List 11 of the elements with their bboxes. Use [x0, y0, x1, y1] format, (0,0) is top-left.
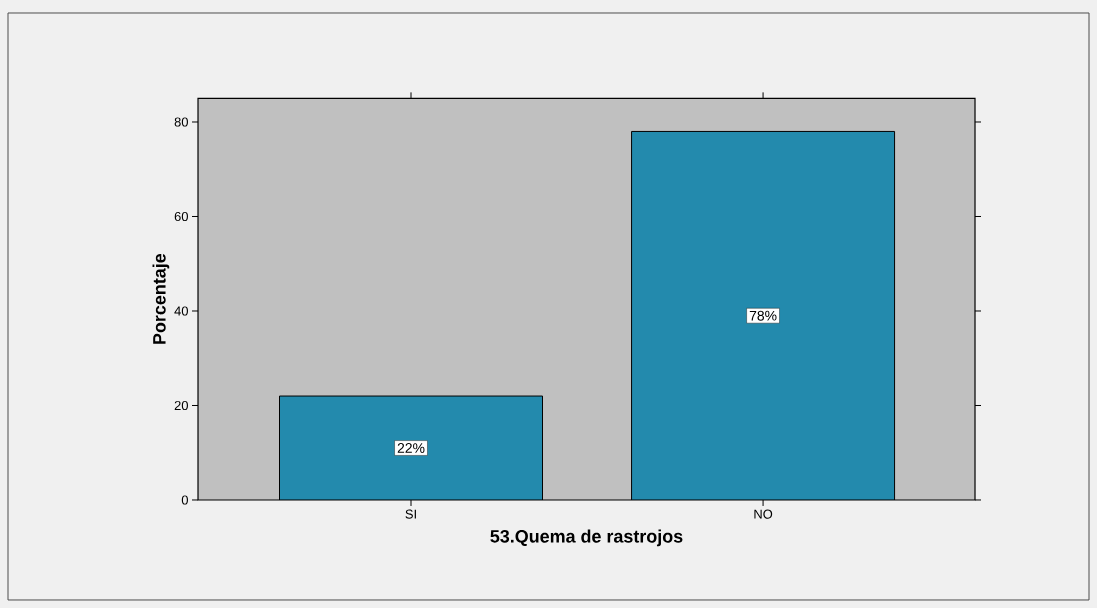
data-label: 78%	[749, 310, 777, 321]
y-tick-label: 80	[174, 117, 188, 127]
y-axis-title: Porcentaje	[152, 253, 170, 344]
x-tick-label: SI	[405, 509, 416, 519]
x-tick-label: NO	[754, 509, 773, 519]
x-axis-title: 53.Quema de rastrojos	[490, 529, 683, 547]
y-tick-label: 0	[181, 495, 188, 505]
y-tick-label: 40	[174, 306, 188, 316]
y-tick-label: 20	[174, 400, 188, 411]
data-label: 22%	[397, 443, 425, 453]
y-tick-label: 60	[174, 211, 188, 222]
